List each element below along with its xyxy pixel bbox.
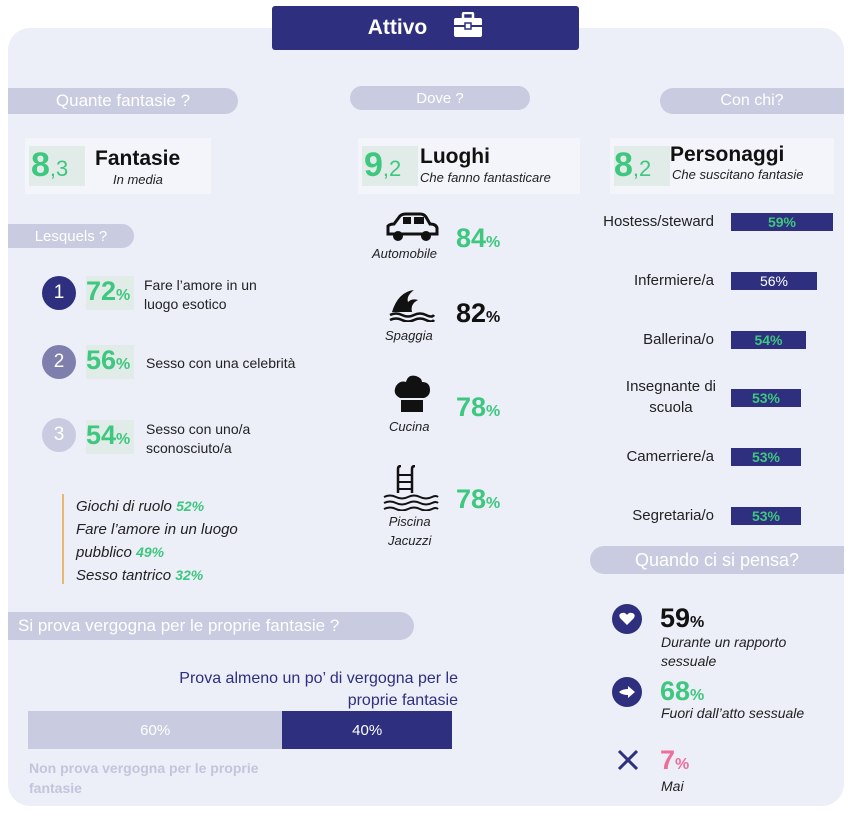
places-dec: ,2 [382,156,402,181]
top-fantasy-3-text: Sesso con uno/a sconosciuto/a [146,421,251,456]
section-with-whom: Con chi? [660,88,844,114]
chef-hat-icon [392,374,432,419]
place-3-name: Cucina [389,419,430,434]
fantasies-int: 8 [31,146,50,184]
top-fantasy-1-value: 72% [86,276,131,306]
fantasies-dec: ,3 [49,156,69,181]
heart-icon [612,604,642,634]
character-1-label: Hostess/steward [603,213,714,230]
characters-stat: 8,2 Personaggi Che suscitano fantasie [610,138,834,194]
places-sub: Che fanno fantasticare [420,170,551,185]
rank-3-badge: 3 [42,418,76,452]
when-3-value: 7% [660,745,690,775]
top-fantasy-2-text: Sesso con una celebrità [146,355,296,371]
character-6-label: Segretaria/o [632,507,714,524]
character-5-bar: 53% [731,448,801,466]
place-4-name: Piscina Jacuzzi [388,514,432,548]
other-fantasy-3: Sesso tantrico 32% [76,567,204,584]
places-stat: 9,2 Luoghi Che fanno fantasticare [358,138,580,194]
rank-2-badge: 2 [42,345,76,379]
section-how-many: Quante fantasie ? [8,88,238,114]
other-fantasy-1: Giochi di ruolo 52% [76,498,205,515]
rank-1-badge: 1 [42,276,76,310]
other-fantasies-list: Giochi di ruolo 52% Fare l’amore in un l… [76,495,238,587]
characters-label: Personaggi [670,143,785,166]
header-title-box: Attivo [272,6,579,50]
places-label: Luoghi [420,145,490,168]
section-when: Quando ci si pensa? [590,546,844,574]
pool-icon [382,464,440,516]
place-4-value: 78% [456,484,501,514]
character-6-bar: 53% [731,507,801,525]
place-2-value: 82% [456,298,501,328]
shame-segment: 40% [282,711,452,749]
character-2-label: Infermiere/a [633,272,714,289]
places-int: 9 [364,146,383,184]
character-5-label: Camerriere/a [626,448,714,465]
character-3-bar: 54% [731,331,806,349]
fantasies-sub: In media [113,172,163,187]
place-1-name: Automobile [372,246,438,261]
car-icon [384,212,440,249]
briefcase-icon [453,11,483,44]
section-which: Lesquels ? [8,224,134,248]
when-3-text: Mai [661,778,684,794]
other-fantasy-2-line2: pubblico 49% [76,544,165,561]
top-fantasy-3-value: 54% [86,420,131,450]
fantasies-label: Fantasie [95,147,181,170]
shame-title: Prova almeno un po’ di vergogna per le pr… [179,670,458,709]
when-1-value: 59% [660,603,705,633]
character-4-bar: 53% [731,389,801,407]
character-1-bar: 59% [731,213,833,231]
when-2-value: 68% [660,676,705,706]
top-fantasy-2-value: 56% [86,345,131,375]
wave-icon [388,286,436,327]
characters-dec: ,2 [632,156,652,181]
characters-sub: Che suscitano fantasie [672,167,804,182]
no-shame-segment: 60% [28,711,283,749]
character-4-label: Insegnante di scuola [625,378,716,416]
character-3-label: Ballerina/o [643,331,714,348]
section-where: Dove ? [350,86,530,110]
cross-icon [616,748,640,777]
arrow-icon [612,677,642,707]
fantasies-stat: 8,3 Fantasie In media [25,138,211,194]
character-2-bar: 56% [731,272,817,290]
section-shame: Si prova vergogna per le proprie fantasi… [8,612,414,640]
shame-footnote: Non prova vergogna per le proprie fantasi… [29,760,259,796]
when-1-text: Durante un rapporto sessuale [661,634,787,669]
top-fantasy-1-text: Fare l’amore in un luogo esotico [144,277,257,312]
header-title: Attivo [367,16,428,39]
characters-int: 8 [614,146,633,184]
other-fantasy-2-line1: Fare l’amore in un luogo [76,521,238,538]
place-1-value: 84% [456,223,501,253]
other-fantasies-divider [62,494,64,584]
place-3-value: 78% [456,392,501,422]
place-2-name: Spaggia [385,328,433,343]
when-2-text: Fuori dall’atto sessuale [661,705,805,721]
shame-bar: 60% 40% [28,711,452,749]
